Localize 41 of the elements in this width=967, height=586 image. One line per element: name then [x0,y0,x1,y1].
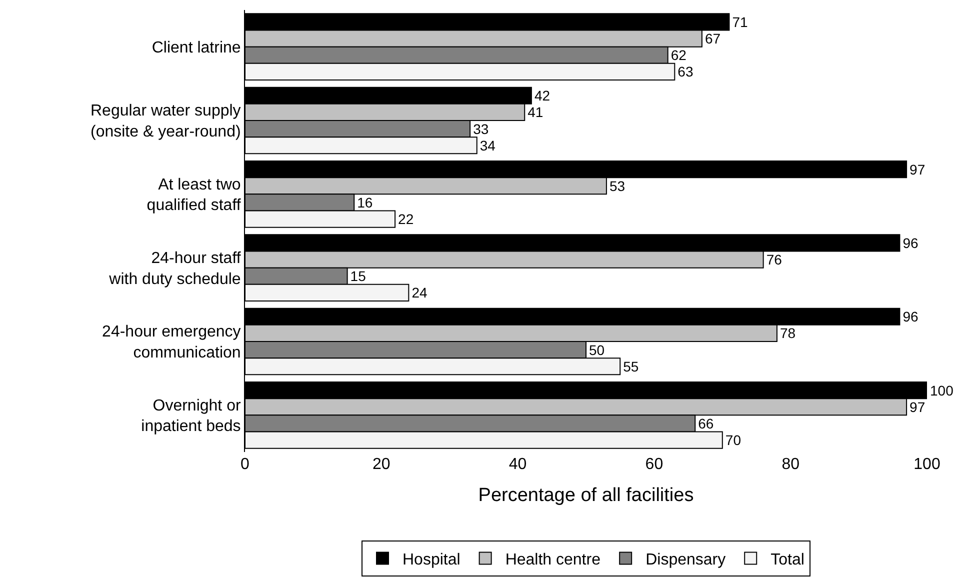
data-label: 50 [589,342,605,358]
y-tick-label: 24-hour emergency communication [102,324,241,362]
data-label: 55 [623,358,639,374]
x-tick-label: 0 [240,456,250,473]
data-label: 24 [412,284,428,301]
legend-label: Health centre [505,552,601,569]
data-label: 42 [534,88,550,104]
data-label: 66 [698,415,714,432]
y-tick-label: At least two qualified staff [146,176,242,214]
data-label: 53 [609,178,626,194]
data-label: 22 [398,211,414,228]
x-tick-label: 100 [914,456,940,473]
data-label: 70 [725,432,742,448]
x-tick-label: 80 [782,456,800,473]
data-label: 33 [473,120,489,137]
legend-label: Dispensary [646,552,726,569]
x-tick-label: 20 [372,456,390,473]
y-tick-label: Regular water supply (onsite & year-round) [90,102,241,140]
y-tick-label: Overnight or inpatient beds [141,397,242,436]
data-label: 67 [704,30,721,47]
x-tick-label: 60 [645,456,664,473]
x-tick-label: 40 [508,456,527,473]
y-tick-label: Client latrine [152,39,241,56]
data-label: 15 [350,268,366,284]
y-tick-label: 24-hour staff with duty schedule [108,250,242,288]
data-label: 62 [670,47,687,64]
data-label: 63 [678,64,694,80]
data-label: 97 [910,161,926,178]
x-axis-title: Percentage of all facilities [478,484,694,506]
legend-label: Total [770,552,804,569]
data-label: 34 [480,137,496,154]
data-label: 71 [732,14,748,30]
data-label: 78 [780,325,796,342]
data-label: 76 [766,252,782,268]
data-label: 97 [910,398,926,415]
data-label: 41 [528,104,544,120]
data-label: 96 [902,308,919,325]
data-label: 96 [902,234,919,251]
legend-label: Hospital [402,552,460,569]
data-label: 16 [357,194,373,210]
data-label: 100 [930,382,954,398]
